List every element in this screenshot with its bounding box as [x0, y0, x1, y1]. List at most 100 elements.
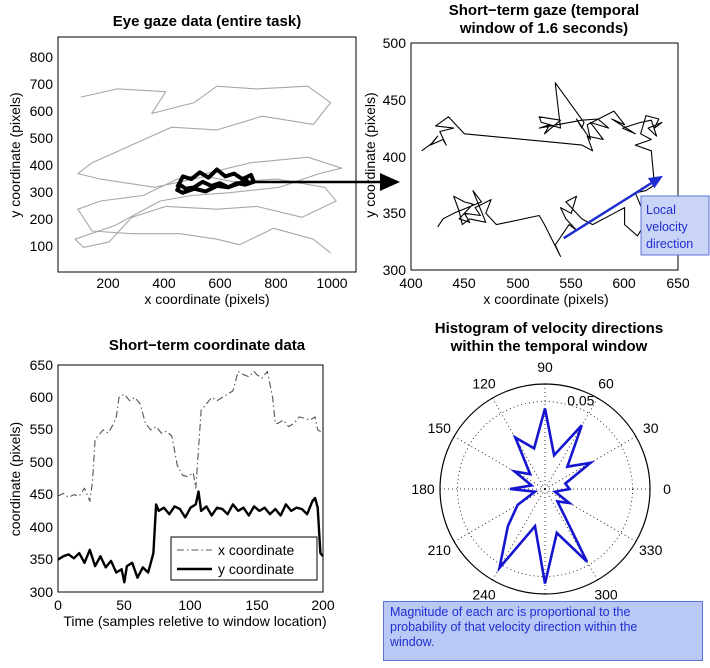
annotation-box — [640, 195, 710, 256]
x-tick-label: 550 — [559, 275, 583, 291]
panel-eye-gaze-entire: Eye gaze data (entire task) 200 400 600 … — [7, 13, 357, 307]
chart-title-line-2: within the temporal window — [450, 338, 648, 355]
chart-title: Short−term coordinate data — [109, 337, 306, 354]
y-tick-label: 550 — [30, 421, 54, 437]
plot-area — [57, 370, 324, 584]
y-tick-label: 350 — [30, 551, 54, 567]
chart-title-line-1: Histogram of velocity directions — [435, 320, 663, 337]
y-tick-label: 500 — [30, 130, 54, 146]
y-tick-label: 100 — [30, 238, 54, 254]
x-tick-label: 200 — [311, 597, 335, 613]
note-line-2: probability of that velocity direction w… — [390, 620, 638, 634]
polar-spoke — [544, 488, 637, 542]
polar-angle-label: 180 — [411, 481, 435, 497]
y-tick-label: 300 — [30, 584, 54, 600]
legend-label-x: x coordinate — [218, 542, 294, 558]
polar-spoke — [453, 436, 546, 490]
note-line-1: Magnitude of each arc is proportional to… — [390, 605, 631, 619]
polar-angle-label: 0 — [663, 481, 671, 497]
velocity-direction-arrowhead — [648, 175, 664, 189]
x-tick-label: 800 — [264, 275, 288, 291]
axes-frame — [410, 42, 679, 271]
legend: x coordinate y coordinate — [170, 536, 318, 581]
x-tick-label: 400 — [152, 275, 176, 291]
temporal-window-gaze-line — [175, 167, 256, 195]
note-line-3: window. — [390, 635, 435, 649]
y-tick-label: 300 — [30, 184, 54, 200]
x-tick-label: 650 — [666, 275, 690, 291]
x-tick-label: 600 — [208, 275, 232, 291]
plot-area — [74, 85, 343, 254]
y-axis-label: y coordinate (pixels) — [7, 92, 23, 217]
connector-arrow — [241, 173, 400, 191]
y-tick-label: 400 — [30, 519, 54, 535]
chart-title-line-1: Short−term gaze (temporal — [449, 2, 639, 19]
polar-grid — [439, 383, 651, 595]
y-tick-label: 400 — [383, 149, 407, 165]
annotation-line-2: velocity — [646, 220, 688, 234]
polar-angle-label: 30 — [643, 420, 659, 436]
y-tick-label: 700 — [30, 76, 54, 92]
polar-angle-label: 330 — [639, 542, 663, 558]
x-tick-labels: 400 450 500 550 600 650 — [399, 275, 690, 291]
y-coordinate-line — [57, 490, 324, 584]
velocity-direction-annotation: Local velocity direction — [640, 195, 710, 256]
polar-angle-label: 240 — [472, 587, 496, 603]
annotation-line-3: direction — [646, 237, 693, 251]
x-tick-label: 400 — [399, 275, 423, 291]
x-tick-label: 600 — [612, 275, 636, 291]
y-axis-label: y coordinate (pixels) — [362, 92, 378, 217]
velocity-direction-histogram — [497, 408, 596, 584]
y-tick-label: 350 — [383, 205, 407, 221]
panel-short-term-gaze: Short−term gaze (temporal window of 1.6 … — [362, 2, 710, 307]
x-tick-labels: 200 400 600 800 1000 — [96, 275, 347, 291]
y-tick-label: 450 — [30, 486, 54, 502]
x-axis-label: x coordinate (pixels) — [483, 291, 608, 307]
short-term-gaze-line — [421, 82, 663, 257]
annotation-line-1: Local — [646, 203, 676, 217]
x-axis-label: x coordinate (pixels) — [144, 291, 269, 307]
y-tick-label: 600 — [30, 389, 54, 405]
x-tick-labels: 0 50 100 150 200 — [54, 597, 335, 613]
x-tick-label: 50 — [116, 597, 132, 613]
radial-tick-label: 0.05 — [567, 392, 594, 408]
y-tick-label: 300 — [383, 262, 407, 278]
legend-label-y: y coordinate — [218, 561, 294, 577]
x-tick-label: 500 — [506, 275, 530, 291]
axes-frame — [57, 364, 324, 593]
y-tick-label: 600 — [30, 103, 54, 119]
y-axis-label: coordinate (pixels) — [7, 422, 23, 536]
panel-short-term-coordinates: Short−term coordinate data 0 50 100 150 … — [7, 337, 335, 629]
histogram-note: Magnitude of each arc is proportional to… — [383, 601, 703, 661]
x-tick-label: 450 — [452, 275, 476, 291]
chart-title-line-2: window of 1.6 seconds) — [459, 20, 628, 37]
y-tick-labels: 300 350 400 450 500 — [383, 35, 407, 278]
velocity-direction-arrow — [563, 182, 652, 240]
y-tick-labels: 100 200 300 400 500 600 700 800 — [30, 49, 54, 254]
plot-area — [421, 82, 664, 257]
y-tick-label: 500 — [383, 35, 407, 51]
y-tick-label: 450 — [383, 92, 407, 108]
x-axis-label: Time (samples reletive to window locatio… — [63, 613, 326, 629]
polar-angle-label: 300 — [594, 587, 618, 603]
y-tick-label: 200 — [30, 211, 54, 227]
polar-angle-label: 120 — [472, 375, 496, 391]
legend-box — [170, 536, 318, 581]
y-tick-label: 500 — [30, 454, 54, 470]
x-tick-label: 100 — [178, 597, 202, 613]
y-tick-label: 650 — [30, 357, 54, 373]
y-tick-labels: 300 350 400 450 500 550 600 650 — [30, 357, 54, 600]
polar-angle-label: 210 — [428, 542, 452, 558]
polar-spoke — [453, 488, 546, 542]
polar-angle-label: 90 — [537, 359, 553, 375]
x-tick-label: 150 — [245, 597, 269, 613]
polar-spoke — [544, 488, 598, 581]
polar-angle-label: 150 — [428, 420, 452, 436]
y-tick-label: 800 — [30, 49, 54, 65]
axes-frame — [57, 36, 357, 273]
polar-spoke — [544, 397, 598, 490]
x-tick-label: 200 — [96, 275, 120, 291]
chart-title: Eye gaze data (entire task) — [113, 13, 301, 30]
polar-inner-ring — [457, 401, 633, 577]
